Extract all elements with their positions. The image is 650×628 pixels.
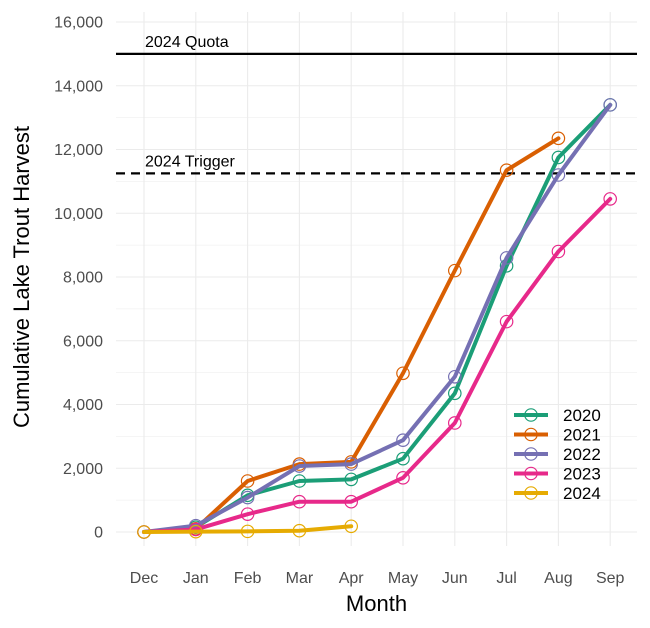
legend-swatch-marker [524,466,538,481]
data-point [240,507,255,521]
y-tick-label: 2,000 [63,461,103,478]
data-point [240,474,255,488]
y-axis-title: Cumulative Lake Trout Harvest [9,126,34,428]
x-tick-label: Aug [544,570,572,587]
data-point [447,386,462,401]
data-point [603,98,617,112]
x-tick-label: Sep [596,570,625,587]
y-tick-label: 14,000 [54,78,103,95]
legend-label: 2023 [563,465,601,484]
data-point [344,472,358,487]
data-point [292,459,307,473]
legend-item: 2021 [514,426,601,445]
data-point [551,244,566,259]
data-point [447,369,462,384]
data-point [396,471,410,485]
x-tick-label: Feb [234,570,262,587]
y-tick-label: 16,000 [54,15,103,32]
data-point [292,474,307,488]
x-axis-title: Month [346,591,407,616]
y-tick-label: 8,000 [63,270,103,287]
data-point [499,163,514,178]
legend-swatch-marker [524,486,538,500]
y-tick-label: 10,000 [54,206,103,223]
x-tick-label: Jan [183,570,209,587]
series-2024 [137,519,358,539]
data-point [499,314,514,329]
legend-swatch-marker [524,408,538,422]
series-line [142,136,561,534]
data-point [551,168,566,182]
data-point [240,524,255,539]
data-point [189,524,203,539]
data-point [551,150,566,165]
data-point [344,519,358,534]
reference-lines: 2024 Quota 2024 Trigger [116,34,637,175]
y-tick-label: 12,000 [54,142,103,159]
data-point [396,433,410,447]
y-tick-label: 4,000 [63,397,103,414]
x-tick-label: May [388,570,418,587]
series-2023 [137,192,617,539]
data-point [396,366,410,381]
data-point [499,251,514,265]
x-tick-label: Dec [130,570,158,587]
legend-swatch-marker [524,427,538,442]
legend-label: 2020 [563,406,601,425]
legend-label: 2022 [563,445,601,464]
legend-swatch-marker [524,447,538,461]
series-line [142,196,613,534]
reference-line-label: 2024 Quota [145,34,229,51]
data-point [551,131,566,146]
y-tick-label: 6,000 [63,333,103,350]
x-tick-label: Jun [442,570,468,587]
data-point [137,525,151,539]
legend-item: 2024 [514,484,601,503]
series-line [142,102,613,534]
series-line [142,524,354,534]
x-tick-label: Jul [496,570,516,587]
data-point [292,494,307,509]
data-point [344,457,358,471]
data-point [240,490,255,505]
data-point [292,523,307,538]
legend-label: 2021 [563,426,601,445]
grid [116,12,637,546]
data-point [447,416,462,430]
legend-item: 2022 [514,445,601,464]
data-point [396,451,410,466]
x-axis: Dec Jan Feb Mar Apr May Jun Jul Aug Sep [130,570,625,587]
y-tick-label: 0 [94,525,103,542]
x-tick-label: Mar [286,570,314,587]
data-point [344,494,358,509]
legend-item: 2020 [514,406,601,425]
legend-label: 2024 [563,484,601,503]
data-point [447,263,462,278]
y-axis: 0 2,000 4,000 6,000 8,000 10,000 12,000 14,000 1… [54,15,103,542]
x-tick-label: Apr [339,570,365,587]
series-lines [137,98,617,539]
reference-line-label: 2024 Trigger [145,153,236,170]
legend-item: 2023 [514,465,601,484]
data-point [603,192,617,206]
